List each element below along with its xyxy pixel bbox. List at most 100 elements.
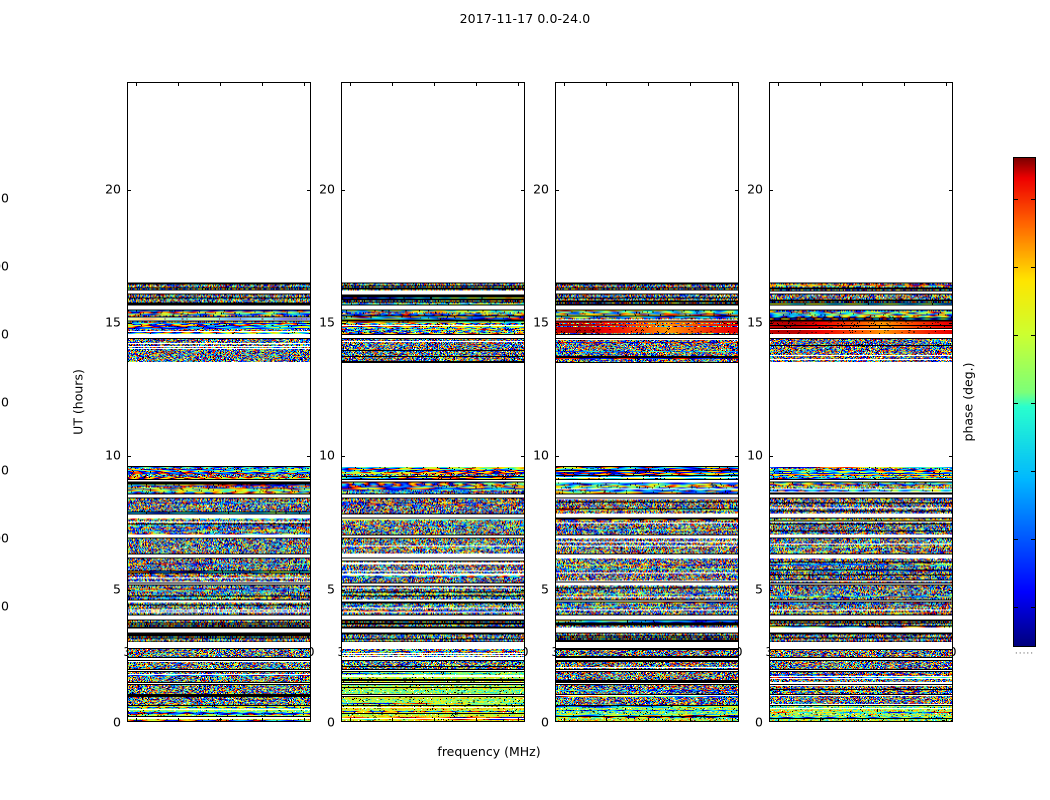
colorbar-tick-mark-right: [1031, 471, 1035, 473]
x-tick-mark-top: [434, 83, 435, 86]
y-tick-label: 5: [541, 581, 549, 597]
panel-xy[interactable]: XY, V6*V8=EA09*EA27: [555, 82, 739, 722]
y-tick-mark: [770, 189, 773, 191]
y-tick-mark-right: [735, 589, 738, 591]
x-tick-mark: [392, 718, 394, 721]
y-tick-label: 20: [533, 181, 549, 197]
x-tick-mark-top: [945, 83, 947, 86]
x-tick-mark-top: [820, 83, 822, 86]
y-tick-mark-right: [521, 323, 524, 324]
x-tick-mark-top: [392, 83, 394, 86]
figure-suptitle: 2017-11-17 0.0-24.0: [459, 11, 591, 26]
panel-yx[interactable]: YX, V6*V8=EA09*EA27: [769, 82, 953, 722]
y-tick-label: 5: [755, 581, 763, 597]
x-tick-mark: [606, 718, 608, 721]
colorbar-tick-mark-right: [1031, 334, 1035, 336]
y-tick-label: 15: [747, 314, 763, 330]
x-tick-mark: [778, 718, 780, 721]
colorbar-tick-mark: [1014, 403, 1018, 404]
colorbar-tick-label: 50: [0, 326, 9, 342]
colorbar-tick-label: −50: [0, 462, 9, 478]
x-tick-mark: [731, 718, 733, 721]
y-tick-label: 0: [541, 714, 549, 730]
x-tick-mark-top: [178, 83, 180, 86]
y-tick-mark-right: [307, 323, 310, 324]
x-tick-mark: [689, 718, 691, 721]
x-tick-mark: [220, 718, 221, 721]
y-tick-label: 5: [113, 581, 121, 597]
colorbar-tick-mark-right: [1031, 539, 1035, 541]
colorbar-tick-label: 150: [0, 190, 9, 206]
y-tick-mark-right: [521, 189, 524, 191]
y-tick-mark: [128, 189, 131, 191]
y-tick-mark-right: [949, 456, 952, 458]
x-tick-mark-top: [778, 83, 780, 86]
x-tick-mark: [261, 718, 263, 721]
y-tick-mark: [770, 323, 773, 324]
y-tick-mark-right: [521, 589, 524, 591]
colorbar-tick-label: −150: [0, 598, 9, 614]
y-tick-label: 20: [319, 181, 335, 197]
colorbar-tick-mark: [1014, 198, 1018, 200]
colorbar-tick-label: 100: [0, 258, 9, 274]
colorbar-under-marker: ·····: [1014, 651, 1035, 658]
y-tick-mark-right: [307, 189, 310, 191]
colorbar-tick-mark-right: [1031, 403, 1035, 404]
colorbar-tick-mark: [1014, 471, 1018, 473]
y-tick-label: 0: [755, 714, 763, 730]
colorbar-tick-mark-right: [1031, 266, 1035, 268]
y-tick-mark-right: [949, 323, 952, 324]
heatmap-image-yy: [342, 83, 524, 721]
y-tick-mark: [770, 456, 773, 458]
x-tick-mark-top: [475, 83, 477, 86]
colorbar-label: phase (deg.): [960, 362, 976, 442]
x-tick-mark-top: [862, 83, 863, 86]
x-tick-mark: [434, 718, 435, 721]
panel-yy[interactable]: YY, V6*V8=EA09*EA27: [341, 82, 525, 722]
x-tick-mark: [178, 718, 180, 721]
y-tick-label: 15: [533, 314, 549, 330]
x-tick-mark-top: [303, 83, 305, 86]
y-tick-mark-right: [521, 456, 524, 458]
x-tick-mark-top: [220, 83, 221, 86]
y-tick-mark: [342, 189, 345, 191]
heatmap-image-yx: [770, 83, 952, 721]
y-tick-mark: [556, 323, 559, 324]
x-tick-mark-top: [517, 83, 519, 86]
y-tick-label: 15: [105, 314, 121, 330]
x-tick-mark: [475, 718, 477, 721]
y-tick-mark-right: [949, 589, 952, 591]
y-tick-label: 0: [327, 714, 335, 730]
x-tick-mark: [136, 718, 138, 721]
y-tick-mark: [770, 589, 773, 591]
x-tick-mark: [820, 718, 822, 721]
y-tick-label: 0: [113, 714, 121, 730]
y-tick-mark-right: [735, 456, 738, 458]
colorbar[interactable]: [1013, 157, 1036, 647]
y-tick-mark: [128, 589, 131, 591]
colorbar-tick-mark: [1014, 334, 1018, 336]
y-tick-mark: [128, 323, 131, 324]
x-tick-mark-top: [136, 83, 138, 86]
x-tick-mark: [945, 718, 947, 721]
x-tick-mark: [564, 718, 566, 721]
y-tick-mark-right: [949, 189, 952, 191]
x-tick-mark-top: [648, 83, 649, 86]
y-tick-mark: [556, 456, 559, 458]
y-tick-mark: [342, 456, 345, 458]
x-tick-mark: [303, 718, 305, 721]
panel-xx[interactable]: XX, V6*V8=EA09*EA27: [127, 82, 311, 722]
colorbar-tick-mark: [1014, 266, 1018, 268]
y-tick-mark-right: [735, 323, 738, 324]
x-tick-mark-top: [350, 83, 352, 86]
colorbar-tick-mark-right: [1031, 607, 1035, 609]
colorbar-tick-mark: [1014, 539, 1018, 541]
y-tick-mark: [556, 589, 559, 591]
heatmap-image-xy: [556, 83, 738, 721]
y-tick-mark-right: [307, 456, 310, 458]
y-tick-mark-right: [307, 589, 310, 591]
x-tick-mark: [648, 718, 649, 721]
y-tick-label: 10: [105, 447, 121, 463]
x-tick-mark-top: [564, 83, 566, 86]
y-tick-label: 15: [319, 314, 335, 330]
